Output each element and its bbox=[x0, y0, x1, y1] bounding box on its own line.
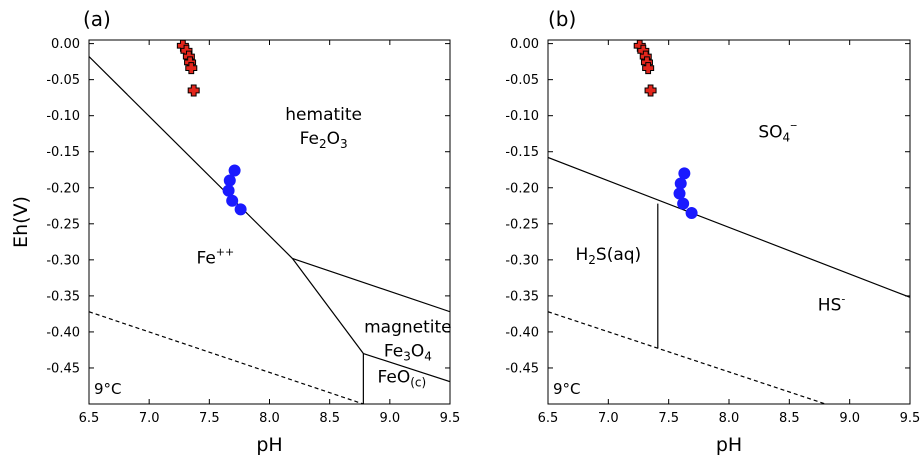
data-point-cross bbox=[644, 84, 657, 97]
formula-part: S(aq) bbox=[596, 245, 641, 265]
phase-boundary-line bbox=[292, 257, 450, 313]
data-point-cross bbox=[642, 62, 655, 75]
panel-label: (b) bbox=[548, 7, 576, 31]
y-tick-label: -0.35 bbox=[505, 289, 539, 304]
data-point-circle bbox=[677, 197, 690, 210]
y-tick-label: -0.25 bbox=[46, 217, 80, 232]
y-axis-label: Eh(V) bbox=[10, 196, 32, 248]
y-tick-label: -0.15 bbox=[505, 145, 539, 160]
temperature-label: 9°C bbox=[553, 380, 581, 398]
y-tick-label: -0.20 bbox=[505, 181, 539, 196]
x-tick-label: 8.5 bbox=[779, 411, 800, 426]
region-label: SO4-- bbox=[758, 118, 797, 144]
formula-subscript: 4 bbox=[783, 130, 791, 144]
x-tick-label: 7.0 bbox=[139, 411, 160, 426]
data-point-circle bbox=[674, 177, 687, 190]
y-tick-label: -0.25 bbox=[505, 217, 539, 232]
y-tick-label: -0.10 bbox=[46, 109, 80, 124]
y-tick-label: -0.40 bbox=[46, 325, 80, 340]
formula-superscript: -- bbox=[790, 118, 797, 131]
data-point-circle bbox=[223, 174, 236, 187]
formula-subscript: 4 bbox=[424, 350, 432, 364]
x-tick-label: 8.0 bbox=[259, 411, 280, 426]
formula-subscript: (c) bbox=[410, 375, 426, 389]
y-tick-label: -0.30 bbox=[46, 253, 80, 268]
data-point-circle bbox=[226, 194, 239, 207]
region-label: Fe++ bbox=[196, 245, 234, 268]
phase-boundary-line bbox=[89, 56, 293, 259]
x-tick-label: 7.5 bbox=[658, 411, 679, 426]
region-label-name: magnetite bbox=[364, 318, 452, 338]
panel-a: 6.5 7.0 7.5 8.0 8.5 9.0 9.5 0.00 -0.05 -0.10 -0.15… bbox=[10, 7, 460, 455]
region-label-formula: Fe2O3 bbox=[300, 129, 348, 151]
axes-frame bbox=[547, 39, 911, 405]
data-point-circle bbox=[685, 206, 698, 219]
data-point-circle bbox=[673, 187, 686, 200]
data-point-cross bbox=[185, 62, 198, 75]
y-tick-label: -0.45 bbox=[46, 361, 80, 376]
region-label: FeO(c) bbox=[378, 367, 427, 389]
formula-part: O bbox=[327, 129, 340, 149]
data-point-circle bbox=[234, 203, 247, 216]
formula-superscript: ++ bbox=[216, 245, 234, 258]
phase-boundary-line bbox=[291, 258, 364, 354]
x-axis-label: pH bbox=[716, 434, 742, 455]
x-tick-label: 8.0 bbox=[719, 411, 740, 426]
y-tick-label: 0.00 bbox=[510, 37, 539, 52]
x-tick-label: 6.5 bbox=[538, 411, 559, 426]
y-tick-label: -0.40 bbox=[505, 325, 539, 340]
x-tick-label: 9.0 bbox=[379, 411, 400, 426]
region-label-formula: Fe3O4 bbox=[384, 342, 432, 364]
x-tick-label: 7.0 bbox=[598, 411, 619, 426]
y-tick-label: -0.05 bbox=[46, 73, 80, 88]
temperature-label: 9°C bbox=[94, 380, 122, 398]
x-tick-label: 9.5 bbox=[900, 411, 921, 426]
formula-subscript: 2 bbox=[588, 253, 596, 267]
formula-part: Fe bbox=[300, 129, 319, 149]
formula-part: SO bbox=[758, 122, 782, 142]
region-label-name: hematite bbox=[285, 105, 362, 125]
plot-area bbox=[548, 156, 910, 404]
data-point-circle bbox=[222, 184, 235, 197]
formula-subscript: 3 bbox=[403, 350, 411, 364]
formula-subscript: 2 bbox=[319, 137, 327, 151]
formula-superscript: - bbox=[841, 292, 845, 305]
x-tick-label: 9.5 bbox=[440, 411, 461, 426]
region-label: HS- bbox=[818, 292, 846, 315]
formula-part: Fe bbox=[196, 248, 215, 268]
y-tick-label: -0.20 bbox=[46, 181, 80, 196]
formula-part: Fe bbox=[384, 342, 403, 362]
water-stability-line bbox=[89, 311, 364, 404]
panel-label: (a) bbox=[83, 7, 111, 31]
y-tick-label: -0.30 bbox=[505, 253, 539, 268]
region-label: H2S(aq) bbox=[575, 245, 641, 267]
panel-b: 6.5 7.0 7.5 8.0 8.5 9.0 9.5 0.00 -0.05 -0.10 -0.15… bbox=[505, 7, 920, 455]
y-tick-label: -0.05 bbox=[505, 73, 539, 88]
x-tick-label: 8.5 bbox=[319, 411, 340, 426]
formula-part: O bbox=[411, 342, 424, 362]
data-point-cross bbox=[187, 84, 200, 97]
x-tick-label: 9.0 bbox=[839, 411, 860, 426]
x-axis-label: pH bbox=[256, 434, 282, 455]
phase-boundary-line bbox=[363, 352, 450, 383]
data-point-circle bbox=[228, 164, 241, 177]
plot-area bbox=[89, 56, 450, 404]
y-tick-label: -0.10 bbox=[505, 109, 539, 124]
y-tick-label: 0.00 bbox=[51, 37, 80, 52]
data-point-circle bbox=[678, 167, 691, 180]
formula-subscript: 3 bbox=[340, 137, 348, 151]
y-tick-label: -0.45 bbox=[505, 361, 539, 376]
y-tick-label: -0.35 bbox=[46, 289, 80, 304]
x-tick-label: 6.5 bbox=[79, 411, 100, 426]
x-tick-label: 7.5 bbox=[199, 411, 220, 426]
water-stability-line bbox=[548, 311, 826, 404]
formula-part: HS bbox=[818, 295, 842, 315]
formula-part: FeO bbox=[378, 367, 411, 387]
formula-part: H bbox=[575, 245, 588, 265]
phase-boundary-line bbox=[548, 156, 910, 298]
y-tick-label: -0.15 bbox=[46, 145, 80, 160]
